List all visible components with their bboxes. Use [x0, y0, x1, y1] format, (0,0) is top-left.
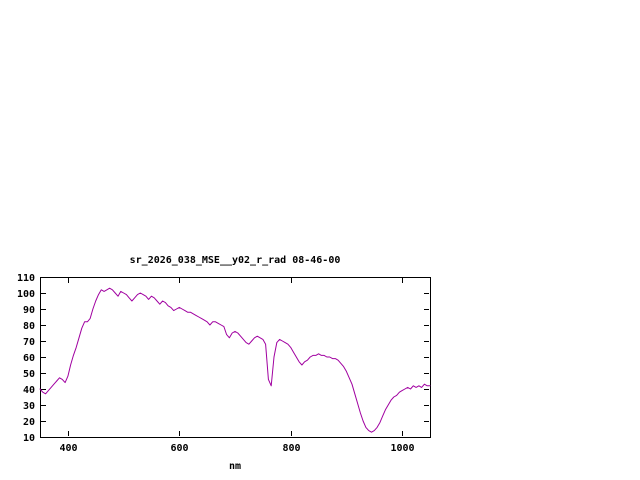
- tick-labels: 400 600 800 1000 10 20 30 40 50 60 70 80 90 100 110: [17, 273, 415, 454]
- y-tick-label: 30: [23, 401, 35, 412]
- y-tick-label: 10: [23, 433, 35, 444]
- chart-title: sr_2026_038_MSE__y02_r_rad 08-46-00: [130, 255, 341, 266]
- x-tick-label: 400: [59, 443, 77, 454]
- x-tick-label: 800: [282, 443, 300, 454]
- axis-ticks: [41, 277, 429, 438]
- plot-frame: [40, 277, 431, 438]
- y-tick-label: 80: [23, 321, 35, 332]
- y-tick-label: 40: [23, 385, 35, 396]
- plot-border: [40, 277, 431, 438]
- x-tick-label: 600: [170, 443, 188, 454]
- y-tick-label: 60: [23, 353, 35, 364]
- x-axis-label: nm: [229, 461, 241, 472]
- series: [39, 287, 431, 433]
- x-tick-label: 1000: [390, 443, 414, 454]
- y-tick-label: 20: [23, 417, 35, 428]
- y-tick-label: 50: [23, 369, 35, 380]
- spectrum-line: [39, 287, 431, 433]
- y-tick-label: 70: [23, 337, 35, 348]
- y-tick-label: 90: [23, 305, 35, 316]
- y-tick-label: 110: [17, 273, 35, 284]
- y-tick-label: 100: [17, 289, 35, 300]
